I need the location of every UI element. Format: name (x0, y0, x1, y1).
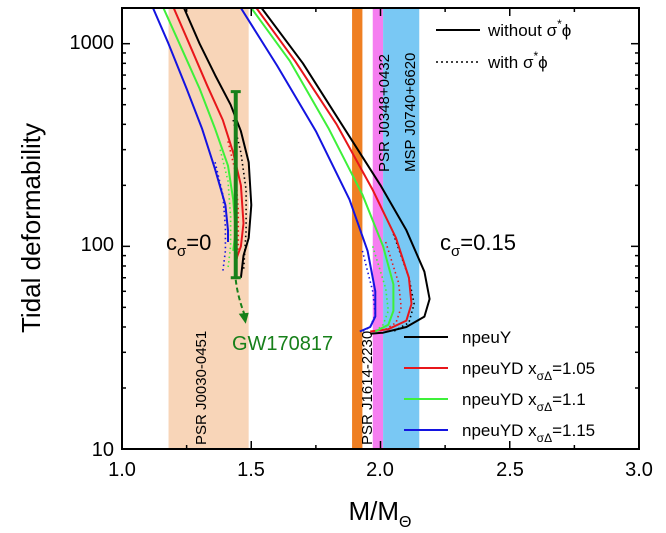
csigma-015-annotation: cσ=0.15 (440, 230, 516, 260)
y-tick-label: 100 (81, 234, 114, 256)
band-label-j1614: PSR J1614-2230 (359, 331, 376, 445)
y-tick-label: 1000 (70, 32, 115, 54)
legend-solid-label-main: without σ (487, 21, 558, 40)
x-tick-label: 2.0 (366, 459, 394, 481)
legend-label-115-main: npeuYD x (462, 421, 537, 440)
legend-label-115-suffix: =1.15 (552, 421, 595, 440)
legend-label-npeuy: npeuY (462, 328, 511, 347)
x-tick-label: 2.5 (496, 459, 524, 481)
y-axis-title: Tidal deformability (16, 123, 46, 333)
csigma-015-c: c (440, 230, 451, 255)
x-axis-title-main: M/M (349, 496, 400, 526)
legend-label-11-suffix: =1.1 (552, 390, 586, 409)
legend-label-105-main: npeuYD x (462, 359, 537, 378)
legend-label-11-sub: σΔ (537, 400, 552, 414)
legend-label-105-suffix: =1.05 (552, 359, 595, 378)
band-label-j0030: PSR J0030-0451 (193, 331, 210, 445)
series-legend: npeuY npeuYD xσΔ=1.05 npeuYD xσΔ=1.1 npe… (404, 328, 595, 445)
x-axis-title: M/MΘ (349, 496, 412, 531)
legend-label-115: npeuYD xσΔ=1.15 (462, 421, 595, 445)
y-tick-label: 10 (92, 439, 114, 461)
x-tick-labels: 1.0 1.5 2.0 2.5 3.0 (108, 459, 653, 481)
csigma-zero-c: c (166, 230, 177, 255)
x-tick-label: 1.0 (108, 459, 136, 481)
x-tick-label: 3.0 (625, 459, 653, 481)
style-legend: without σ*ϕ with σ*ϕ (436, 17, 571, 72)
legend-label-11: npeuYD xσΔ=1.1 (462, 390, 586, 414)
x-axis-title-sub: Θ (399, 514, 411, 531)
legend-solid-tail: ϕ (562, 21, 572, 40)
x-tick-label: 1.5 (237, 459, 265, 481)
csigma-zero-rest: =0 (186, 230, 211, 255)
legend-label-115-sub: σΔ (537, 431, 552, 445)
legend-label-105: npeuYD xσΔ=1.05 (462, 359, 595, 383)
legend-dotted-label: with σ*ϕ (487, 49, 548, 72)
legend-solid-label: without σ*ϕ (487, 17, 571, 40)
csigma-015-rest: =0.15 (460, 230, 516, 255)
band-label-j0740: MSP J0740+6620 (402, 53, 419, 172)
y-tick-labels: 10 100 1000 (70, 32, 115, 461)
band-label-j0348: PSR J0348+0432 (376, 54, 393, 172)
legend-label-11-main: npeuYD x (462, 390, 537, 409)
gw-label: GW170817 (232, 333, 333, 355)
legend-dotted-tail: ϕ (538, 53, 548, 72)
curve-c015-solid-2 (251, 8, 393, 332)
legend-dotted-label-main: with σ (487, 53, 534, 72)
legend-label-105-sub: σΔ (537, 369, 552, 383)
